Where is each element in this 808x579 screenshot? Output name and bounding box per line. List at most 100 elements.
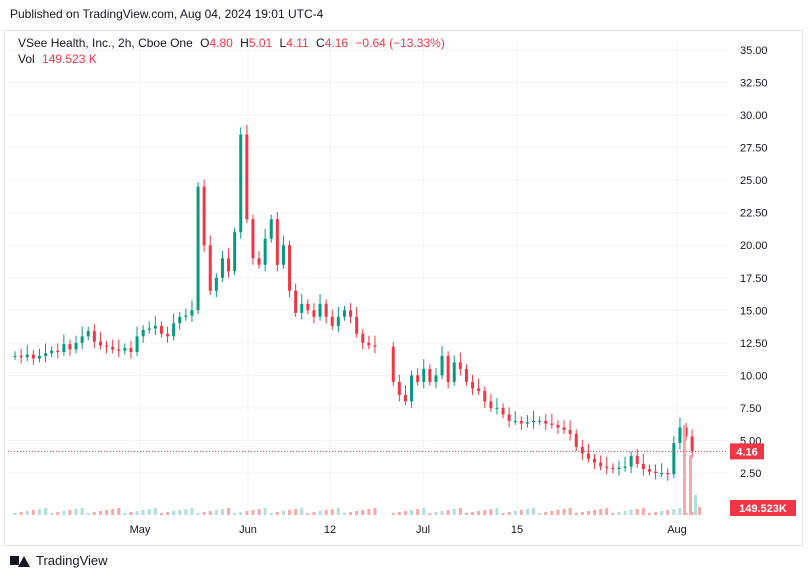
volume-bar bbox=[330, 509, 334, 515]
volume-bar bbox=[698, 507, 701, 515]
volume-bar bbox=[172, 511, 176, 515]
volume-bar bbox=[580, 512, 584, 515]
y-tick-label: 2.50 bbox=[740, 468, 761, 480]
volume-bar bbox=[617, 512, 621, 515]
volume-bar bbox=[349, 512, 353, 515]
candle-body bbox=[98, 341, 102, 346]
candle-body bbox=[477, 388, 481, 392]
candle-body bbox=[538, 420, 542, 422]
volume-bar bbox=[227, 508, 231, 515]
volume-bar bbox=[31, 510, 35, 515]
candle-body bbox=[275, 219, 279, 265]
y-tick-label: 7.50 bbox=[740, 403, 761, 415]
volume-bar bbox=[86, 513, 90, 515]
symbol-label[interactable]: VSee Health, Inc., 2h, Cboe One bbox=[18, 36, 193, 50]
candle-body bbox=[288, 245, 292, 291]
candle-body bbox=[599, 462, 603, 467]
volume-bar bbox=[98, 511, 102, 515]
high-label: H bbox=[240, 36, 249, 50]
volume-bar bbox=[440, 511, 444, 515]
volume-bar bbox=[647, 513, 651, 515]
candle-body bbox=[458, 362, 462, 369]
candle-body bbox=[361, 333, 365, 343]
candle-body bbox=[580, 446, 584, 454]
y-tick-label: 30.00 bbox=[740, 110, 768, 122]
candle-body bbox=[519, 420, 523, 424]
volume-bar bbox=[105, 510, 109, 515]
volume-bar bbox=[239, 512, 243, 515]
chart-legend: VSee Health, Inc., 2h, Cboe One O4.80 H5… bbox=[18, 35, 445, 67]
candle-body bbox=[190, 310, 194, 316]
volume-bar bbox=[275, 512, 279, 515]
x-tick-label: May bbox=[130, 524, 151, 536]
candle-body bbox=[611, 467, 615, 470]
chart-frame[interactable] bbox=[4, 30, 803, 546]
ohlc-row: VSee Health, Inc., 2h, Cboe One O4.80 H5… bbox=[18, 35, 445, 51]
candle-body bbox=[129, 348, 133, 352]
candle-body bbox=[617, 467, 621, 470]
x-tick-label: 15 bbox=[511, 524, 523, 536]
candle-body bbox=[489, 401, 493, 408]
volume-bar bbox=[586, 511, 590, 515]
y-tick-label: 32.50 bbox=[740, 78, 768, 90]
candle-body bbox=[562, 427, 566, 431]
candle-body bbox=[593, 458, 597, 463]
volume-bar bbox=[403, 511, 407, 515]
volume-bar bbox=[190, 508, 194, 515]
candle-body bbox=[220, 258, 224, 278]
volume-bar bbox=[446, 510, 450, 515]
candle-body bbox=[471, 381, 475, 389]
volume-bar bbox=[294, 509, 298, 515]
volume-bar bbox=[159, 513, 163, 515]
candle-body bbox=[525, 422, 529, 424]
change-value: −0.64 (−13.33%) bbox=[355, 36, 445, 50]
volume-bar bbox=[117, 508, 121, 515]
y-tick-label: 15.00 bbox=[740, 305, 768, 317]
x-tick-label: Jul bbox=[416, 524, 430, 536]
candle-body bbox=[245, 134, 249, 220]
volume-bar bbox=[141, 510, 145, 515]
candle-body bbox=[678, 427, 682, 444]
volume-bar bbox=[135, 511, 139, 515]
volume-bar bbox=[220, 509, 224, 515]
volume-bar bbox=[678, 508, 682, 515]
y-tick-label: 35.00 bbox=[740, 45, 768, 57]
footer-brand[interactable]: TradingView bbox=[10, 553, 108, 568]
candle-body bbox=[123, 348, 127, 351]
candle-body bbox=[178, 316, 182, 324]
candle-body bbox=[635, 456, 639, 464]
y-tick-label: 22.50 bbox=[740, 208, 768, 220]
volume-bar bbox=[245, 511, 249, 515]
volume-bar bbox=[50, 513, 54, 515]
candle-body bbox=[556, 424, 560, 428]
volume-bar bbox=[507, 512, 511, 515]
candle-body bbox=[184, 315, 188, 317]
candle-body bbox=[13, 355, 17, 357]
low-value: 4.11 bbox=[286, 36, 309, 50]
volume-bar bbox=[458, 508, 462, 515]
volume-bar bbox=[37, 509, 41, 515]
candle-body bbox=[513, 420, 517, 422]
x-tick-label: Aug bbox=[667, 524, 687, 536]
volume-bar bbox=[202, 512, 206, 515]
volume-bar bbox=[324, 510, 328, 515]
candle-body bbox=[196, 186, 200, 311]
volume-bar bbox=[111, 509, 115, 515]
volume-bar bbox=[513, 511, 517, 515]
volume-bar bbox=[312, 512, 316, 515]
candle-body bbox=[37, 355, 41, 359]
candle-body bbox=[550, 423, 554, 425]
volume-bar bbox=[68, 510, 72, 515]
candle-body bbox=[605, 466, 609, 468]
volume-bar bbox=[605, 508, 609, 515]
volume-bar bbox=[355, 511, 359, 515]
candle-body bbox=[233, 232, 237, 272]
candle-body bbox=[31, 354, 35, 359]
volume-bar bbox=[92, 512, 96, 515]
candle-body bbox=[80, 336, 84, 343]
volume-bar bbox=[13, 513, 17, 515]
candle-body bbox=[422, 368, 426, 382]
volume-bar bbox=[694, 495, 697, 515]
candle-body bbox=[68, 344, 72, 350]
